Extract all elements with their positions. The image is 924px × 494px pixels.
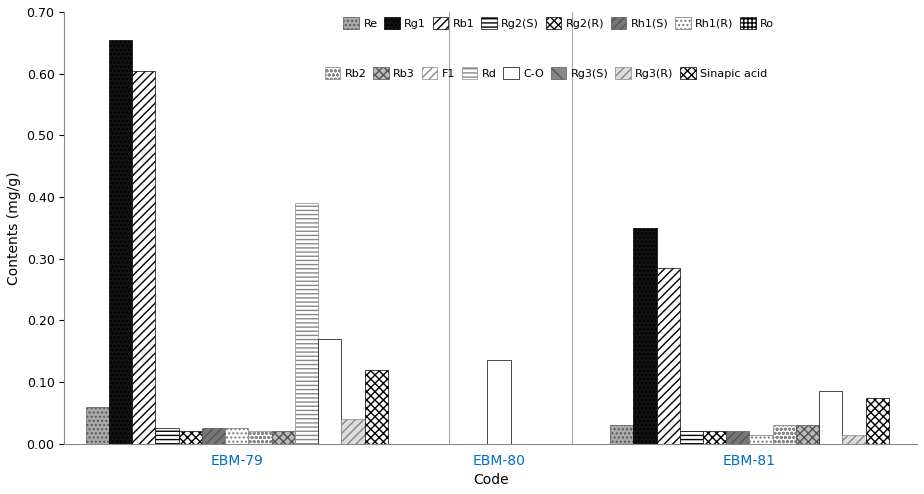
Bar [772, 425, 796, 444]
Bar [680, 431, 703, 444]
Bar [249, 431, 272, 444]
Bar [295, 203, 318, 444]
Bar [796, 425, 820, 444]
Bar [703, 431, 726, 444]
Legend: Rb2, Rb3, F1, Rd, C-O, Rg3(S), Rg3(R), Sinapic acid: Rb2, Rb3, F1, Rd, C-O, Rg3(S), Rg3(R), S… [324, 67, 768, 79]
X-axis label: Code: Code [473, 473, 508, 487]
Bar [155, 428, 178, 444]
Bar [86, 407, 109, 444]
Bar [178, 431, 202, 444]
Bar [487, 361, 511, 444]
Bar [318, 339, 341, 444]
Bar [749, 435, 772, 444]
Bar [365, 370, 388, 444]
Bar [843, 435, 866, 444]
Bar [610, 425, 633, 444]
Bar [633, 228, 657, 444]
Bar [820, 391, 843, 444]
Bar [202, 428, 225, 444]
Bar [726, 431, 749, 444]
Bar [225, 428, 249, 444]
Bar [132, 71, 155, 444]
Y-axis label: Contents (mg/g): Contents (mg/g) [7, 171, 21, 285]
Bar [866, 398, 889, 444]
Bar [109, 40, 132, 444]
Bar [272, 431, 295, 444]
Bar [657, 268, 680, 444]
Bar [341, 419, 365, 444]
